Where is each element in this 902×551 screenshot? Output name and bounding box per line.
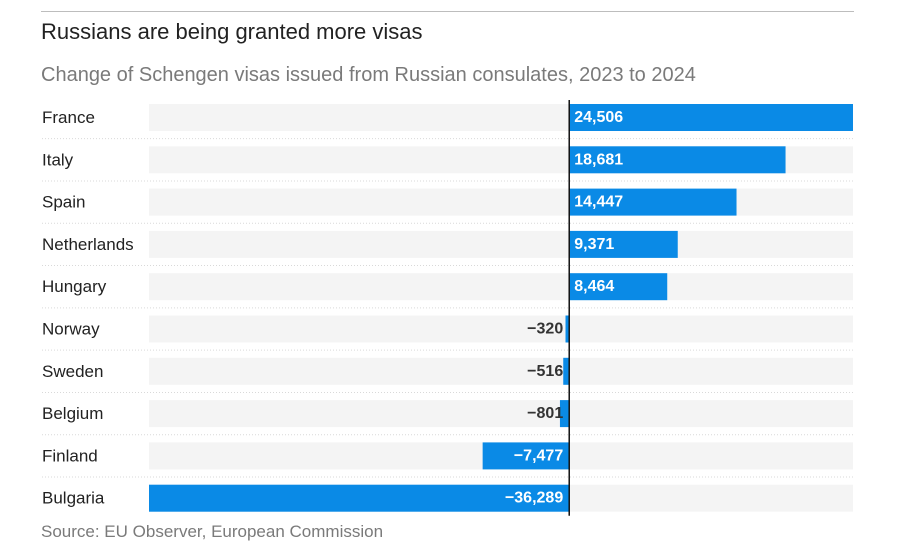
bar-track-norway xyxy=(149,315,853,343)
bar-track-sweden xyxy=(149,357,853,385)
value-label-bulgaria: −36,289 xyxy=(505,490,563,507)
category-label-belgium: Belgium xyxy=(42,404,103,423)
bar-track-belgium xyxy=(149,400,853,428)
bar-norway xyxy=(565,315,570,343)
category-label-bulgaria: Bulgaria xyxy=(42,489,105,508)
chart-title: Russians are being granted more visas xyxy=(41,19,423,44)
bar-track-hungary xyxy=(149,273,853,301)
bar-track-spain xyxy=(149,188,853,216)
bar-netherlands xyxy=(569,230,678,258)
bar-sweden xyxy=(563,357,570,385)
category-label-netherlands: Netherlands xyxy=(42,235,134,254)
bar-track-netherlands xyxy=(149,230,853,258)
chart-source: Source: EU Observer, European Commission xyxy=(41,522,384,541)
value-label-netherlands: 9,371 xyxy=(574,236,614,253)
value-label-sweden: −516 xyxy=(527,363,563,380)
bar-bulgaria xyxy=(149,484,570,512)
bar-italy xyxy=(569,146,786,174)
bar-belgium xyxy=(559,400,570,428)
bar-hungary xyxy=(569,273,668,301)
value-label-finland: −7,477 xyxy=(514,447,563,464)
value-label-belgium: −801 xyxy=(527,405,563,422)
value-label-norway: −320 xyxy=(527,321,563,338)
category-label-spain: Spain xyxy=(42,193,85,212)
bar-spain xyxy=(569,188,737,216)
chart-subtitle: Change of Schengen visas issued from Rus… xyxy=(41,64,696,86)
category-label-hungary: Hungary xyxy=(42,277,107,296)
category-label-finland: Finland xyxy=(42,446,98,465)
bar-finland xyxy=(482,442,570,470)
top-rule xyxy=(41,11,854,12)
value-label-france: 24,506 xyxy=(574,109,623,126)
value-label-hungary: 8,464 xyxy=(574,278,614,295)
category-label-sweden: Sweden xyxy=(42,362,103,381)
value-label-italy: 18,681 xyxy=(574,151,623,168)
value-label-spain: 14,447 xyxy=(574,194,623,211)
category-label-italy: Italy xyxy=(42,150,74,169)
bar-france xyxy=(569,104,853,131)
category-label-norway: Norway xyxy=(42,320,100,339)
category-label-france: France xyxy=(42,108,95,127)
